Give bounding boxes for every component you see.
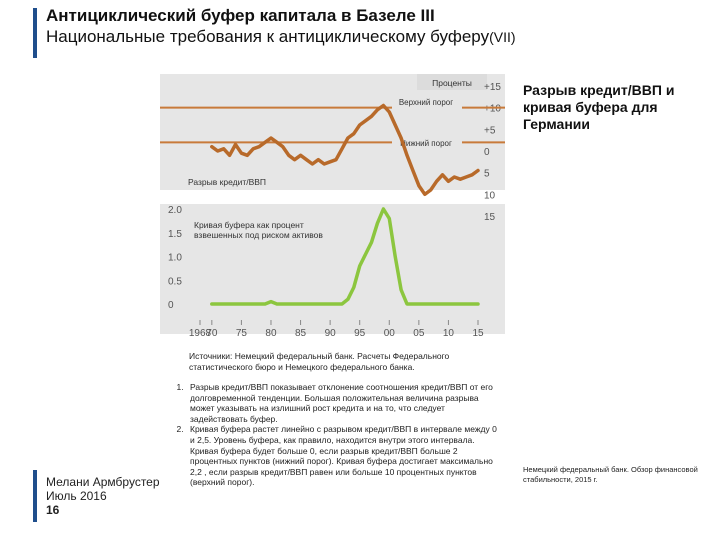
x-tick-label: 05 <box>413 328 425 339</box>
chart-notes: Разрыв кредит/ВВП показывает отклонение … <box>168 382 498 488</box>
upper-y-tick-label: 0 <box>484 147 490 158</box>
upper-y-tick-label: +5 <box>484 125 496 136</box>
x-tick-label: 85 <box>295 328 307 339</box>
lower-y-tick-label: 1.5 <box>168 229 182 240</box>
page-subtitle: Национальные требования к антициклическо… <box>46 27 516 47</box>
footer-date: Июль 2016 <box>46 489 107 503</box>
buffer-label-box: Кривая буфера как процент взвешенных под… <box>194 220 323 240</box>
lower-y-tick-label: 0.5 <box>168 276 182 287</box>
buffer-curve-label: Кривая буфера как процент взвешенных под… <box>194 220 323 240</box>
x-tick-label: 75 <box>236 328 248 339</box>
x-tick-label: 95 <box>354 328 366 339</box>
credit-gap-series <box>210 103 480 197</box>
footer-accent-bar <box>33 470 37 522</box>
x-tick-label: 1968 <box>189 328 212 339</box>
x-tick-label: 90 <box>325 328 337 339</box>
credit-gap-label: Разрыв кредит/ВВП <box>188 177 266 187</box>
lower-threshold-label: Нижний порог <box>400 139 452 148</box>
page-title: Антициклический буфер капитала в Базеле … <box>46 6 435 25</box>
lower-y-tick-label: 0 <box>168 300 174 311</box>
x-tick-label: 15 <box>472 328 484 339</box>
upper-panel-bg <box>160 74 505 190</box>
page-subtitle-suffix: (VII) <box>489 29 516 45</box>
lower-y-tick-label: 1.0 <box>168 253 182 264</box>
upper-y-tick-label: +15 <box>484 82 501 93</box>
x-tick-label: 70 <box>206 328 218 339</box>
page-subtitle-text: Национальные требования к антициклическо… <box>46 27 490 46</box>
right-caption: Разрыв кредит/ВВП и кривая буфера для Ге… <box>523 82 675 132</box>
lower-panel-bg <box>160 204 505 334</box>
upper-y-tick-label: 10 <box>484 190 496 201</box>
footer-info: Мелани Армбрустер Июль 2016 16 <box>46 475 160 517</box>
upper-y-tick-label: 5 <box>484 169 490 180</box>
x-tick-label: 80 <box>265 328 277 339</box>
lower-y-axis: 2.0 1.5 1.0 0.5 0 <box>168 205 182 311</box>
x-tick-label: 00 <box>384 328 396 339</box>
page-number: 16 <box>46 503 60 517</box>
title-accent-bar <box>33 8 37 58</box>
source-citation: Немецкий федеральный банк. Обзор финансо… <box>523 465 698 484</box>
lower-y-tick-label: 2.0 <box>168 205 182 216</box>
buffer-curve-series <box>210 207 480 306</box>
upper-y-axis: +15 +10 +5 0 5 10 15 <box>484 82 501 223</box>
upper-y-tick-label: 15 <box>484 212 496 223</box>
note-item: Разрыв кредит/ВВП показывает отклонение … <box>186 382 498 424</box>
x-tick-label: 10 <box>443 328 455 339</box>
units-label: Проценты <box>432 78 472 88</box>
upper-threshold-label: Верхний порог <box>399 98 453 107</box>
chart-sources: Источники: Немецкий федеральный банк. Ра… <box>189 351 450 372</box>
upper-y-tick-label: +10 <box>484 104 501 115</box>
upper-label-bg <box>392 94 462 109</box>
gap-label-bg <box>185 174 271 189</box>
author-name: Мелани Армбрустер <box>46 475 160 489</box>
lower-label-bg <box>392 135 462 150</box>
units-label-bg <box>417 74 487 90</box>
note-item: Кривая буфера растет линейно с разрывом … <box>186 424 498 488</box>
